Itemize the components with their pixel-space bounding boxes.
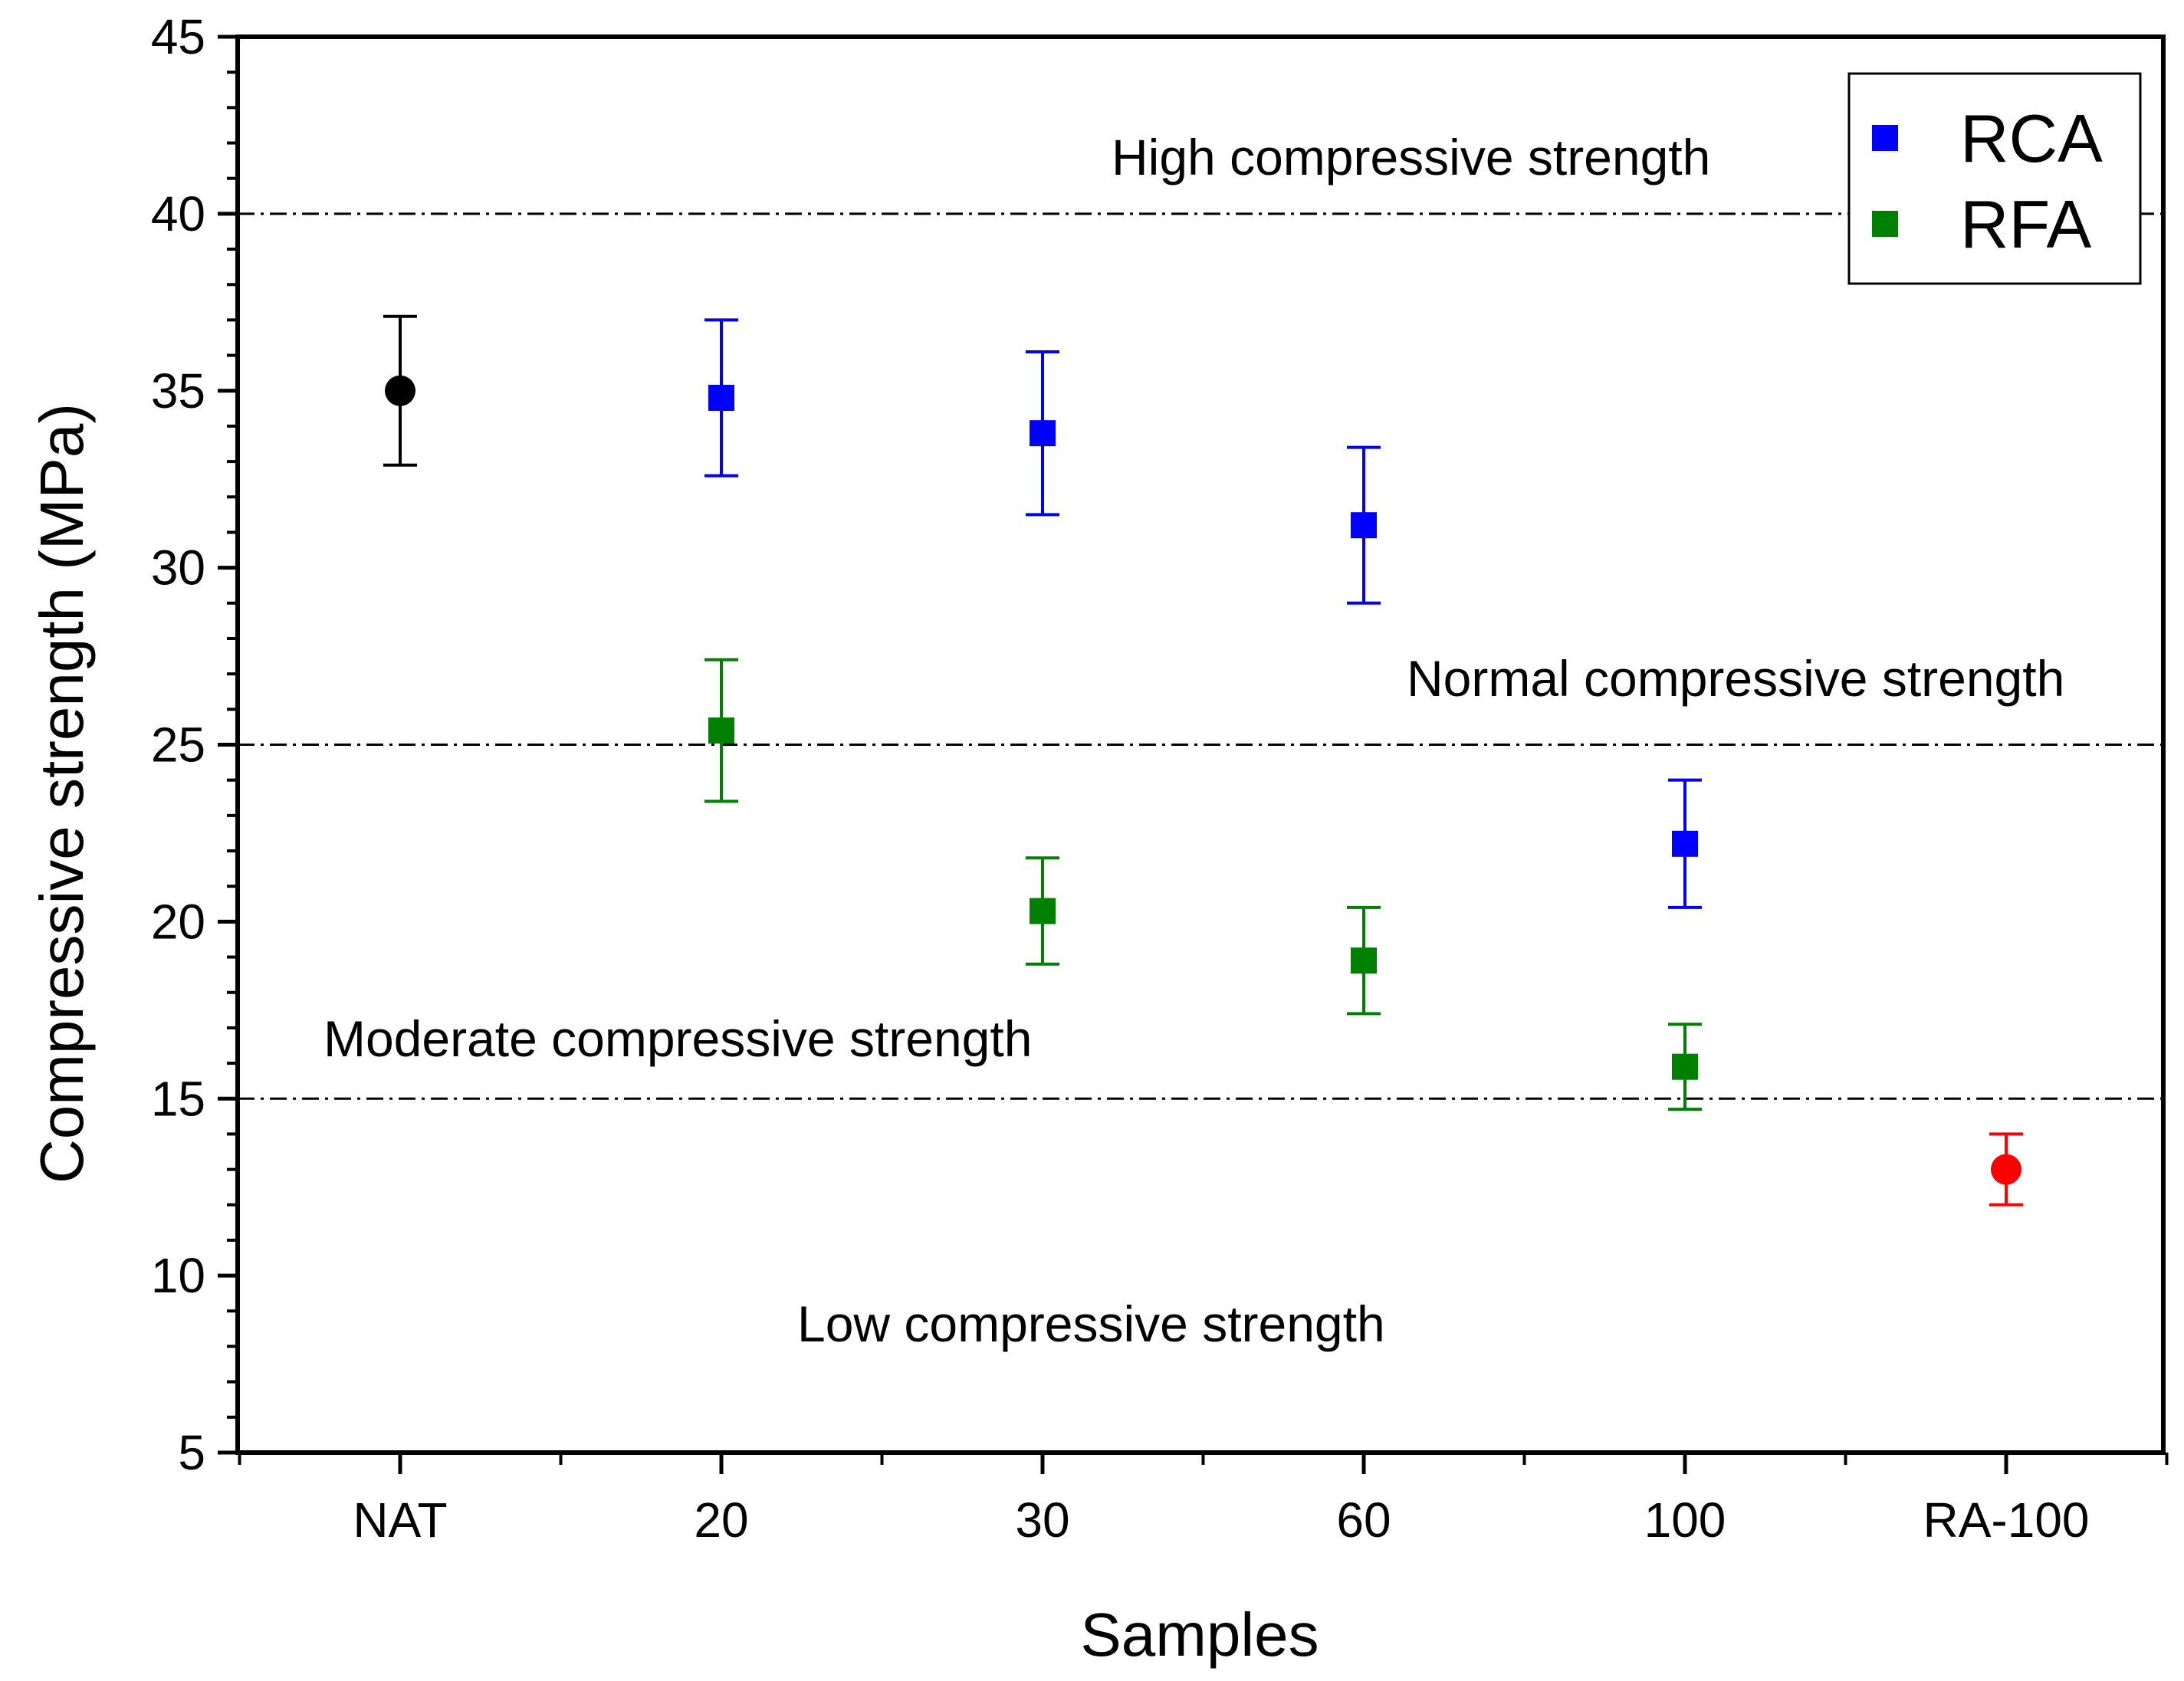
y-tick-label: 25 [151, 717, 205, 773]
data-point [385, 375, 415, 406]
annotation-label: High compressive strength [1112, 129, 1710, 186]
x-tick-label: NAT [353, 1492, 447, 1548]
legend-marker-rfa [1872, 211, 1898, 237]
data-point [1351, 947, 1377, 974]
x-axis-title: Samples [1080, 1601, 1319, 1669]
legend-marker-rca [1872, 125, 1898, 151]
x-tick-label: 60 [1336, 1492, 1391, 1548]
legend-box [1847, 72, 2142, 285]
x-axis: NAT 20 30 60 100 RA-100 [238, 1453, 2169, 1548]
legend-label-rca: RCA [1960, 100, 2103, 176]
data-point [1672, 1053, 1698, 1080]
annotation-label: Normal compressive strength [1407, 650, 2064, 707]
y-tick-label: 5 [178, 1425, 205, 1480]
x-tick-label: 30 [1015, 1492, 1069, 1548]
y-axis: 5 10 15 20 25 30 35 40 45 [151, 9, 238, 1480]
data-point [1991, 1154, 2021, 1185]
x-tick-label: RA-100 [1923, 1492, 2090, 1548]
data-point [1030, 898, 1056, 924]
y-tick-label: 20 [151, 894, 205, 949]
legend-label-rfa: RFA [1960, 186, 2091, 262]
series-rca [704, 318, 1702, 909]
annotation-label: Moderate compressive strength [323, 1010, 1032, 1067]
annotation-label: Low compressive strength [797, 1295, 1385, 1352]
y-tick-label: 30 [151, 540, 205, 596]
y-tick-label: 35 [151, 363, 205, 419]
data-point [1351, 512, 1377, 539]
data-point [708, 384, 734, 411]
data-point [708, 717, 734, 744]
annotations: High compressive strength Normal compress… [323, 129, 2064, 1352]
y-tick-label: 15 [151, 1071, 205, 1126]
y-axis-title: Compressive strength (MPa) [28, 403, 96, 1184]
series-nat [383, 314, 417, 467]
y-tick-label: 10 [151, 1248, 205, 1303]
x-tick-label: 100 [1644, 1492, 1726, 1548]
series-ra-100 [1989, 1132, 2023, 1207]
x-tick-label: 20 [694, 1492, 748, 1548]
data-point [1672, 830, 1698, 857]
series-rfa [704, 658, 1702, 1111]
y-tick-label: 45 [151, 9, 205, 64]
legend: RCA RFA [1847, 72, 2142, 285]
data-point [1030, 420, 1056, 447]
y-tick-label: 40 [151, 186, 205, 241]
data-series [383, 314, 2023, 1207]
